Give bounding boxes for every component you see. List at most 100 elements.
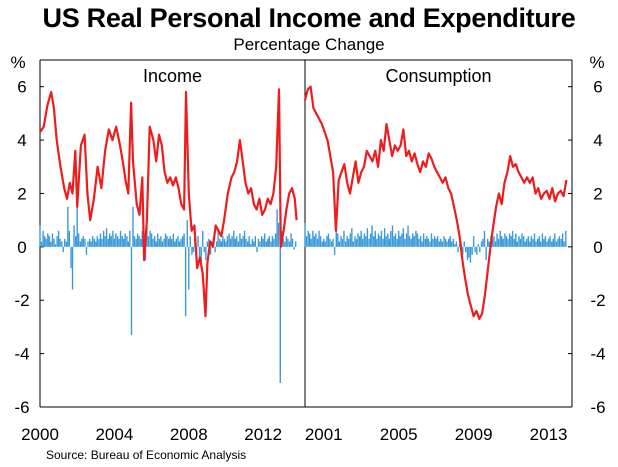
income-monthly-bar xyxy=(71,246,74,290)
income-monthly-bar xyxy=(152,238,154,247)
income-monthly-bar xyxy=(138,236,140,247)
consumption-monthly-bar xyxy=(449,236,451,247)
income-y-tick-label: -6 xyxy=(14,398,29,417)
consumption-monthly-bar xyxy=(374,230,376,247)
income-monthly-bar xyxy=(285,236,288,247)
income-monthly-bar xyxy=(64,238,66,247)
consumption-monthly-bar xyxy=(504,233,506,247)
consumption-monthly-bar xyxy=(533,233,536,247)
income-monthly-bar xyxy=(98,238,100,247)
income-monthly-bar xyxy=(91,236,94,247)
consumption-monthly-bar xyxy=(341,238,344,247)
consumption-monthly-bar xyxy=(468,246,470,258)
income-y-tick-label: 2 xyxy=(17,184,26,203)
consumption-y-tick-label: 2 xyxy=(593,184,602,203)
income-monthly-bar xyxy=(141,230,143,247)
consumption-monthly-bar xyxy=(319,236,322,247)
consumption-monthly-bar xyxy=(321,241,323,247)
consumption-monthly-bar xyxy=(438,241,441,247)
income-panel: -6 -4 -2 0 2 4 6 2000 2004 2008 2012 Income xyxy=(14,59,305,444)
consumption-monthly-bar xyxy=(491,238,494,247)
consumption-monthly-bar xyxy=(452,238,455,247)
consumption-monthly-bar xyxy=(402,228,405,247)
income-monthly-bar xyxy=(56,236,58,247)
income-monthly-bar xyxy=(263,233,266,247)
income-monthly-bar xyxy=(167,238,170,247)
consumption-monthly-bar xyxy=(333,246,336,255)
income-monthly-bar xyxy=(209,246,212,255)
consumption-x-tick-label: 2001 xyxy=(305,425,343,444)
consumption-monthly-bar xyxy=(561,233,564,247)
consumption-monthly-bar xyxy=(516,241,518,247)
income-monthly-bar xyxy=(172,233,175,247)
income-monthly-bar xyxy=(186,220,188,247)
consumption-monthly-bar xyxy=(502,238,504,247)
income-monthly-bar xyxy=(277,222,280,247)
consumption-monthly-bar xyxy=(308,233,311,247)
income-monthly-bar xyxy=(62,246,64,253)
consumption-monthly-bar xyxy=(547,238,550,247)
income-monthly-bar xyxy=(160,236,162,247)
consumption-monthly-bar xyxy=(552,238,554,247)
income-monthly-bar xyxy=(288,241,291,247)
consumption-y-tick-label: -6 xyxy=(590,398,605,417)
income-monthly-bar xyxy=(191,246,193,255)
income-monthly-bar xyxy=(183,233,185,247)
consumption-monthly-bar xyxy=(551,241,553,247)
income-monthly-bar xyxy=(219,238,221,247)
income-monthly-bar xyxy=(68,230,71,247)
consumption-monthly-bar xyxy=(415,230,417,247)
consumption-monthly-bar xyxy=(416,233,419,247)
income-monthly-bar xyxy=(119,230,122,247)
income-monthly-bar xyxy=(203,246,205,253)
consumption-monthly-bar xyxy=(323,238,325,247)
consumption-monthly-bar xyxy=(440,238,442,247)
consumption-monthly-bar xyxy=(338,241,340,247)
consumption-monthly-bar xyxy=(359,236,361,247)
consumption-y-tick-label: -2 xyxy=(590,291,605,310)
income-monthly-bar xyxy=(192,246,195,253)
consumption-monthly-bar xyxy=(390,230,392,247)
income-monthly-bar xyxy=(236,236,238,247)
consumption-monthly-bar xyxy=(399,236,401,247)
income-monthly-bar xyxy=(267,238,269,247)
consumption-monthly-bar xyxy=(366,228,369,247)
income-y-tick-label: 6 xyxy=(17,78,26,97)
income-monthly-bar xyxy=(175,238,178,247)
income-monthly-bar xyxy=(290,233,292,247)
income-monthly-bar xyxy=(150,233,153,247)
income-monthly-bar xyxy=(166,236,168,247)
consumption-monthly-bar xyxy=(537,238,539,247)
consumption-monthly-bar xyxy=(407,225,409,247)
consumption-monthly-bar xyxy=(388,238,391,247)
consumption-monthly-bar xyxy=(469,246,472,263)
consumption-monthly-bar xyxy=(501,236,503,247)
source-note: Source: Bureau of Economic Analysis xyxy=(46,448,247,462)
consumption-monthly-bar xyxy=(313,236,316,247)
income-monthly-bar xyxy=(149,230,151,247)
income-monthly-bar xyxy=(90,241,92,247)
consumption-monthly-bar xyxy=(429,241,431,247)
income-monthly-bar xyxy=(237,241,240,247)
income-monthly-bar xyxy=(161,241,164,247)
consumption-monthly-bar xyxy=(527,236,530,247)
income-monthly-bar xyxy=(113,238,116,247)
consumption-monthly-bar xyxy=(419,236,422,247)
consumption-monthly-bar xyxy=(305,236,308,247)
income-monthly-bar xyxy=(40,241,43,247)
consumption-monthly-bar xyxy=(555,241,558,247)
consumption-monthly-bar xyxy=(346,236,348,247)
consumption-monthly-bar xyxy=(560,238,562,247)
income-y-tick-label: -4 xyxy=(14,345,29,364)
income-monthly-bar xyxy=(273,238,275,247)
consumption-monthly-bar xyxy=(408,236,411,247)
income-y-tick-label: 0 xyxy=(17,238,26,257)
consumption-monthly-bar xyxy=(327,233,330,247)
income-monthly-bar xyxy=(85,246,88,255)
income-monthly-bar xyxy=(79,241,82,247)
income-monthly-bar xyxy=(260,236,263,247)
income-panel-title: Income xyxy=(143,66,202,86)
income-monthly-bar xyxy=(222,236,224,247)
consumption-monthly-bar xyxy=(412,233,414,247)
consumption-monthly-bar xyxy=(462,246,464,255)
